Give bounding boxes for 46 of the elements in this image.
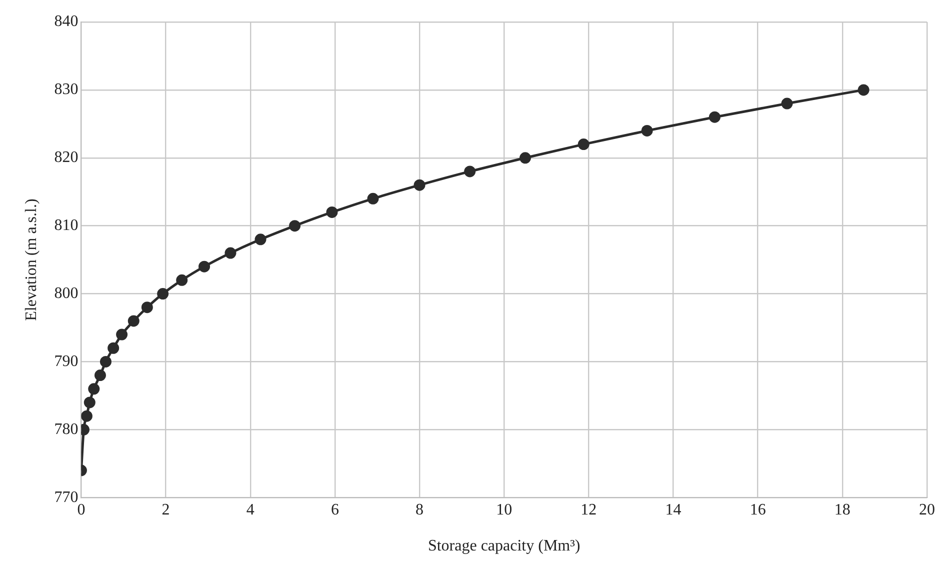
point — [781, 98, 793, 110]
x-axis-title: Storage capacity (Mm³) — [428, 538, 580, 555]
point — [84, 396, 96, 408]
point — [176, 274, 188, 286]
x-tick-label: 12 — [580, 501, 597, 518]
point — [108, 342, 120, 354]
point — [326, 206, 338, 218]
x-tick-label: 10 — [496, 501, 512, 518]
point — [128, 315, 140, 327]
x-tick-label: 4 — [246, 501, 254, 518]
y-tick-label: 820 — [54, 149, 78, 166]
point — [708, 111, 720, 123]
point — [81, 410, 92, 422]
point — [94, 370, 106, 382]
x-tick-label: 20 — [919, 501, 935, 518]
point — [367, 192, 379, 204]
point — [141, 302, 153, 314]
y-tick-label: 830 — [54, 81, 78, 98]
point — [578, 138, 590, 150]
x-tick-label: 16 — [750, 501, 766, 518]
y-tick-label: 810 — [54, 217, 78, 234]
x-tick-label: 18 — [834, 501, 850, 518]
point — [88, 383, 100, 395]
y-tick-label: 790 — [54, 352, 78, 370]
point — [289, 220, 301, 232]
point — [858, 84, 870, 96]
x-tick-label: 2 — [162, 501, 170, 518]
y-tick-label: 840 — [54, 13, 78, 30]
y-tick-label: 780 — [54, 420, 78, 438]
point — [254, 234, 266, 246]
y-axis-title: Elevation (m a.s.l.) — [22, 198, 40, 321]
x-tick-label: 8 — [416, 501, 424, 518]
point — [464, 166, 476, 178]
point — [641, 124, 653, 136]
point — [116, 328, 128, 340]
y-tick-label: 800 — [54, 284, 78, 302]
point — [100, 356, 112, 368]
point — [198, 260, 210, 272]
point — [157, 288, 169, 300]
point — [224, 247, 236, 259]
y-tick-label: 770 — [54, 488, 78, 506]
x-tick-label: 14 — [665, 501, 682, 518]
point — [519, 152, 531, 164]
x-tick-label: 0 — [77, 501, 86, 518]
point — [414, 179, 426, 191]
x-tick-label: 6 — [330, 501, 339, 518]
